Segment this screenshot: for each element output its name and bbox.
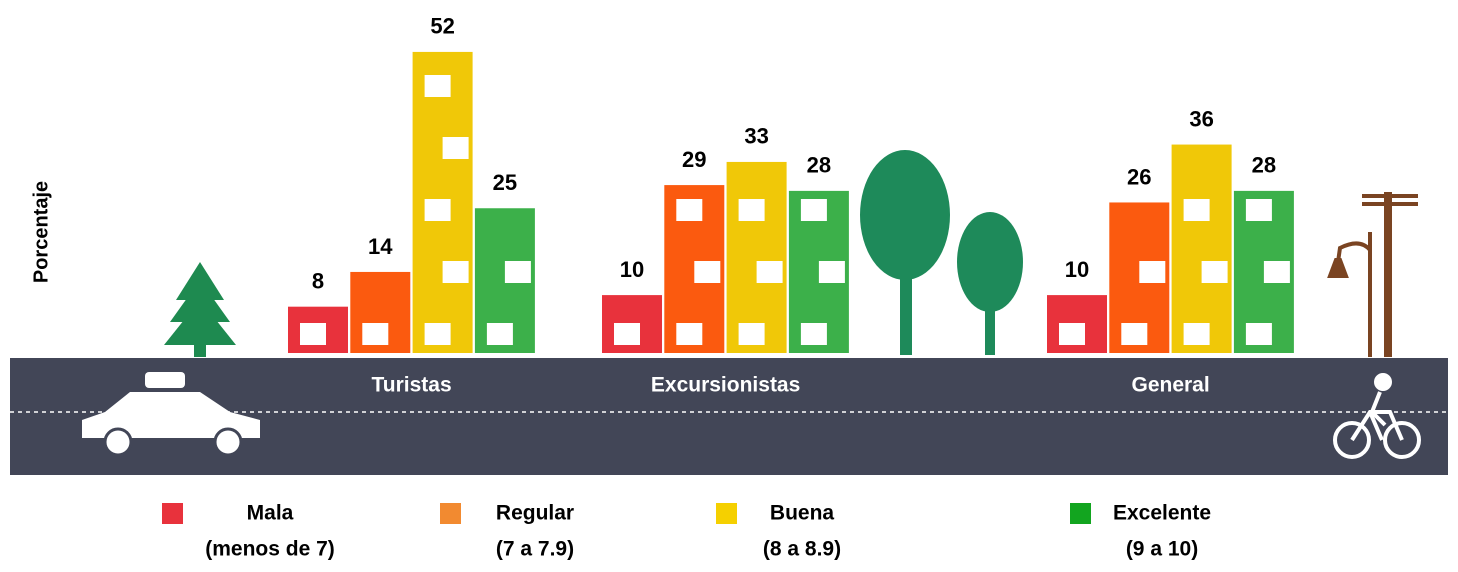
legend-swatch <box>1070 503 1091 524</box>
value-label: 25 <box>493 170 517 195</box>
value-label: 29 <box>682 147 706 172</box>
window <box>443 137 469 159</box>
value-label: 28 <box>1252 153 1276 178</box>
value-label: 10 <box>1065 257 1089 282</box>
legend-swatch <box>716 503 737 524</box>
window <box>487 323 513 345</box>
value-label: 14 <box>368 234 393 259</box>
legend-label: Buena <box>770 502 835 525</box>
y-axis-label: Porcentaje <box>30 181 52 283</box>
window <box>1184 323 1210 345</box>
window <box>694 261 720 283</box>
legend-swatch <box>162 503 183 524</box>
legend-range: (menos de 7) <box>205 538 335 561</box>
lamp-post <box>1330 192 1418 357</box>
window <box>443 261 469 283</box>
legend-label: Mala <box>247 502 294 525</box>
window <box>739 323 765 345</box>
window <box>1246 199 1272 221</box>
legend-label: Regular <box>496 502 574 525</box>
legend-label: Excelente <box>1113 502 1211 525</box>
value-label: 28 <box>807 153 831 178</box>
window <box>1246 323 1272 345</box>
window <box>676 199 702 221</box>
legend-range: (9 a 10) <box>1126 538 1198 561</box>
window <box>425 75 451 97</box>
window <box>1121 323 1147 345</box>
window <box>425 323 451 345</box>
window <box>1059 323 1085 345</box>
value-label: 26 <box>1127 164 1151 189</box>
chart: Porcentaje Turistas 8 14 52 25 Excursionistas <box>0 0 1458 567</box>
category-label: Excursionistas <box>651 374 800 397</box>
window <box>614 323 640 345</box>
window <box>425 199 451 221</box>
value-label: 33 <box>744 124 768 149</box>
legend-swatch <box>440 503 461 524</box>
value-label: 36 <box>1189 106 1213 131</box>
window <box>819 261 845 283</box>
value-label: 8 <box>312 268 324 293</box>
window <box>1264 261 1290 283</box>
window <box>362 323 388 345</box>
legend-range: (8 a 8.9) <box>763 538 841 561</box>
legend-range: (7 a 7.9) <box>496 538 574 561</box>
window <box>676 323 702 345</box>
window <box>1184 199 1210 221</box>
value-label: 52 <box>430 14 454 39</box>
window <box>300 323 326 345</box>
window <box>801 323 827 345</box>
window <box>757 261 783 283</box>
category-label: Turistas <box>372 374 452 397</box>
value-label: 10 <box>620 257 644 282</box>
window <box>1139 261 1165 283</box>
bar <box>1172 145 1232 353</box>
pine-tree <box>164 262 236 357</box>
window <box>801 199 827 221</box>
window <box>1202 261 1228 283</box>
trees <box>860 150 1023 355</box>
window <box>505 261 531 283</box>
category-label: General <box>1131 374 1209 397</box>
window <box>739 199 765 221</box>
